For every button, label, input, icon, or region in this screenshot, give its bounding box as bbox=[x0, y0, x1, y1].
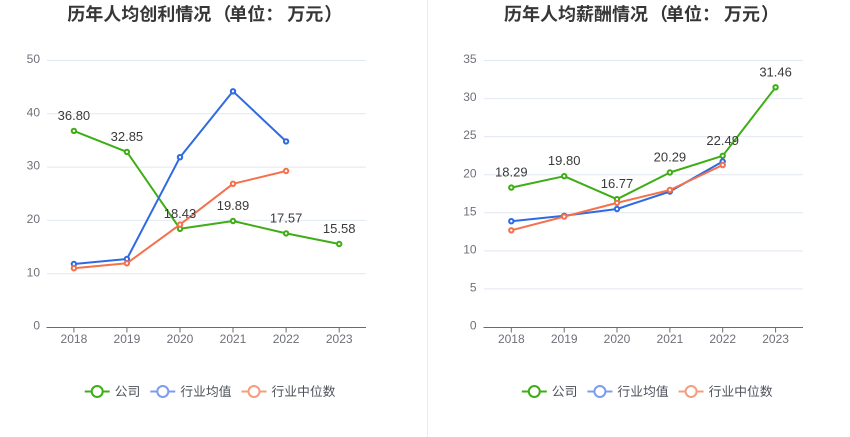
svg-text:0: 0 bbox=[33, 319, 40, 333]
svg-text:20: 20 bbox=[463, 166, 477, 180]
svg-text:2018: 2018 bbox=[61, 332, 88, 346]
svg-text:2021: 2021 bbox=[220, 332, 247, 346]
svg-text:31.46: 31.46 bbox=[759, 64, 792, 79]
svg-text:30: 30 bbox=[27, 159, 41, 173]
svg-text:40: 40 bbox=[27, 105, 41, 119]
svg-text:2022: 2022 bbox=[709, 332, 736, 346]
svg-text:5: 5 bbox=[470, 281, 477, 295]
svg-text:19.89: 19.89 bbox=[217, 198, 250, 213]
svg-text:2020: 2020 bbox=[604, 332, 631, 346]
svg-text:25: 25 bbox=[463, 128, 477, 142]
svg-text:18.29: 18.29 bbox=[495, 165, 528, 180]
svg-text:30: 30 bbox=[463, 90, 477, 104]
svg-text:50: 50 bbox=[27, 52, 41, 66]
svg-text:2023: 2023 bbox=[326, 332, 353, 346]
svg-text:32.85: 32.85 bbox=[111, 129, 144, 144]
svg-text:2019: 2019 bbox=[114, 332, 141, 346]
svg-text:16.77: 16.77 bbox=[601, 176, 634, 191]
svg-text:10: 10 bbox=[463, 243, 477, 257]
svg-text:18.43: 18.43 bbox=[164, 206, 197, 221]
svg-text:2023: 2023 bbox=[762, 332, 789, 346]
svg-text:15.58: 15.58 bbox=[323, 221, 356, 236]
svg-text:2022: 2022 bbox=[273, 332, 300, 346]
svg-text:2021: 2021 bbox=[657, 332, 684, 346]
svg-text:35: 35 bbox=[463, 52, 477, 66]
svg-text:19.80: 19.80 bbox=[548, 153, 581, 168]
svg-text:20.29: 20.29 bbox=[654, 150, 687, 165]
svg-text:2019: 2019 bbox=[551, 332, 578, 346]
svg-text:15: 15 bbox=[463, 204, 477, 218]
svg-text:2020: 2020 bbox=[167, 332, 194, 346]
svg-text:0: 0 bbox=[470, 319, 477, 333]
svg-text:22.49: 22.49 bbox=[706, 133, 739, 148]
svg-text:2018: 2018 bbox=[498, 332, 525, 346]
svg-text:36.80: 36.80 bbox=[58, 108, 91, 123]
svg-text:10: 10 bbox=[27, 265, 41, 279]
svg-text:20: 20 bbox=[27, 212, 41, 226]
svg-text:17.57: 17.57 bbox=[270, 210, 303, 225]
